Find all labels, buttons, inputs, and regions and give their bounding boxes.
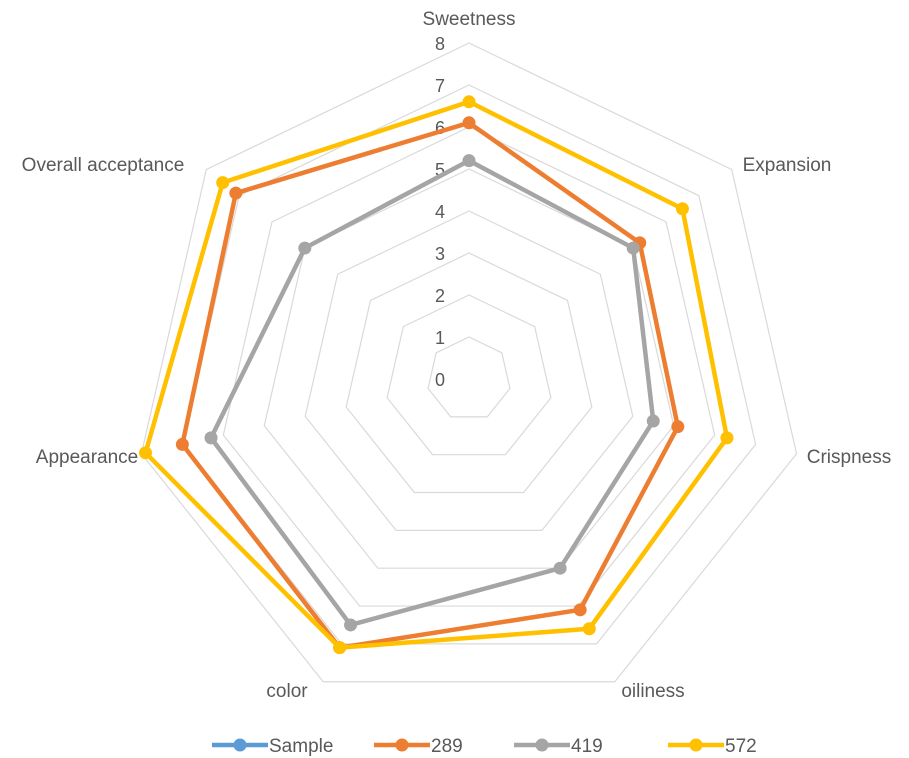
axis-label-expansion: Expansion: [743, 155, 832, 176]
grid-ring-8: [140, 42, 798, 683]
grid-ring-6: [222, 126, 716, 607]
legend-label: 572: [725, 736, 757, 757]
tick-label: 3: [435, 244, 445, 264]
tick-label: 7: [435, 76, 445, 96]
data-point-419-oiliness: [553, 561, 567, 575]
data-point-572-crispness: [720, 431, 734, 445]
grid-ring-1: [427, 336, 511, 418]
data-point-572-color: [333, 641, 347, 655]
data-point-289-oiliness: [573, 603, 587, 617]
axis-label-oiliness: oiliness: [621, 681, 684, 702]
grid-ring-4: [304, 210, 634, 531]
legend-marker: [395, 738, 409, 752]
data-point-419-expansion: [626, 241, 640, 255]
tick-label: 1: [435, 328, 445, 348]
axis-label-overall-acceptance: Overall acceptance: [22, 155, 185, 176]
tick-label: 6: [435, 118, 445, 138]
series-line-572: [143, 99, 730, 650]
tick-label: 8: [435, 34, 445, 54]
series-419: [204, 154, 660, 632]
data-point-572-oiliness: [582, 622, 596, 636]
series-line-289: [180, 120, 681, 650]
legend-item-419: 419: [514, 736, 603, 757]
series: [139, 95, 734, 655]
series-line-419: [208, 158, 656, 628]
data-point-289-overall-acceptance: [229, 186, 243, 200]
axis-label-crispness: Crispness: [807, 447, 891, 468]
tick-label: 4: [435, 202, 445, 222]
tick-label: 0: [435, 370, 445, 390]
data-point-419-sweetness: [462, 154, 476, 168]
data-point-419-color: [344, 618, 358, 632]
data-point-419-crispness: [646, 414, 660, 428]
scale-ticks: 0 1 2 3 4 5 6 7 8: [435, 34, 445, 390]
data-point-419-overall-acceptance: [298, 241, 312, 255]
legend-label: 419: [571, 736, 603, 757]
data-point-572-overall-acceptance: [216, 176, 230, 190]
axis-label-sweetness: Sweetness: [423, 9, 516, 30]
grid-ring-2: [386, 294, 552, 456]
data-point-572-expansion: [675, 202, 689, 216]
grid-ring-3: [345, 252, 593, 494]
legend-label: 289: [431, 736, 463, 757]
data-point-289-sweetness: [462, 116, 476, 130]
data-point-572-appearance: [139, 446, 153, 460]
data-point-419-appearance: [204, 431, 218, 445]
legend-marker: [535, 738, 549, 752]
series-572: [139, 95, 734, 655]
series-289: [175, 116, 685, 655]
tick-label: 5: [435, 160, 445, 180]
tick-label: 2: [435, 286, 445, 306]
grid-ring-5: [263, 168, 675, 569]
data-point-289-crispness: [671, 420, 685, 434]
data-point-289-appearance: [175, 437, 189, 451]
grid-ring-7: [181, 84, 757, 645]
data-point-572-sweetness: [462, 95, 476, 109]
axis-label-appearance: Appearance: [36, 447, 138, 468]
legend-label: Sample: [269, 736, 333, 757]
axis-labels: Sweetness Expansion Crispness oiliness color…: [22, 9, 892, 702]
axis-label-color: color: [266, 681, 308, 702]
legend-item-289: 289: [374, 736, 463, 757]
legend-item-572: 572: [668, 736, 757, 757]
legend-marker: [233, 738, 247, 752]
legend-item-sample: Sample: [212, 736, 333, 757]
legend-marker: [689, 738, 703, 752]
grid: [140, 42, 798, 683]
legend: Sample 289 419 572: [212, 736, 757, 757]
